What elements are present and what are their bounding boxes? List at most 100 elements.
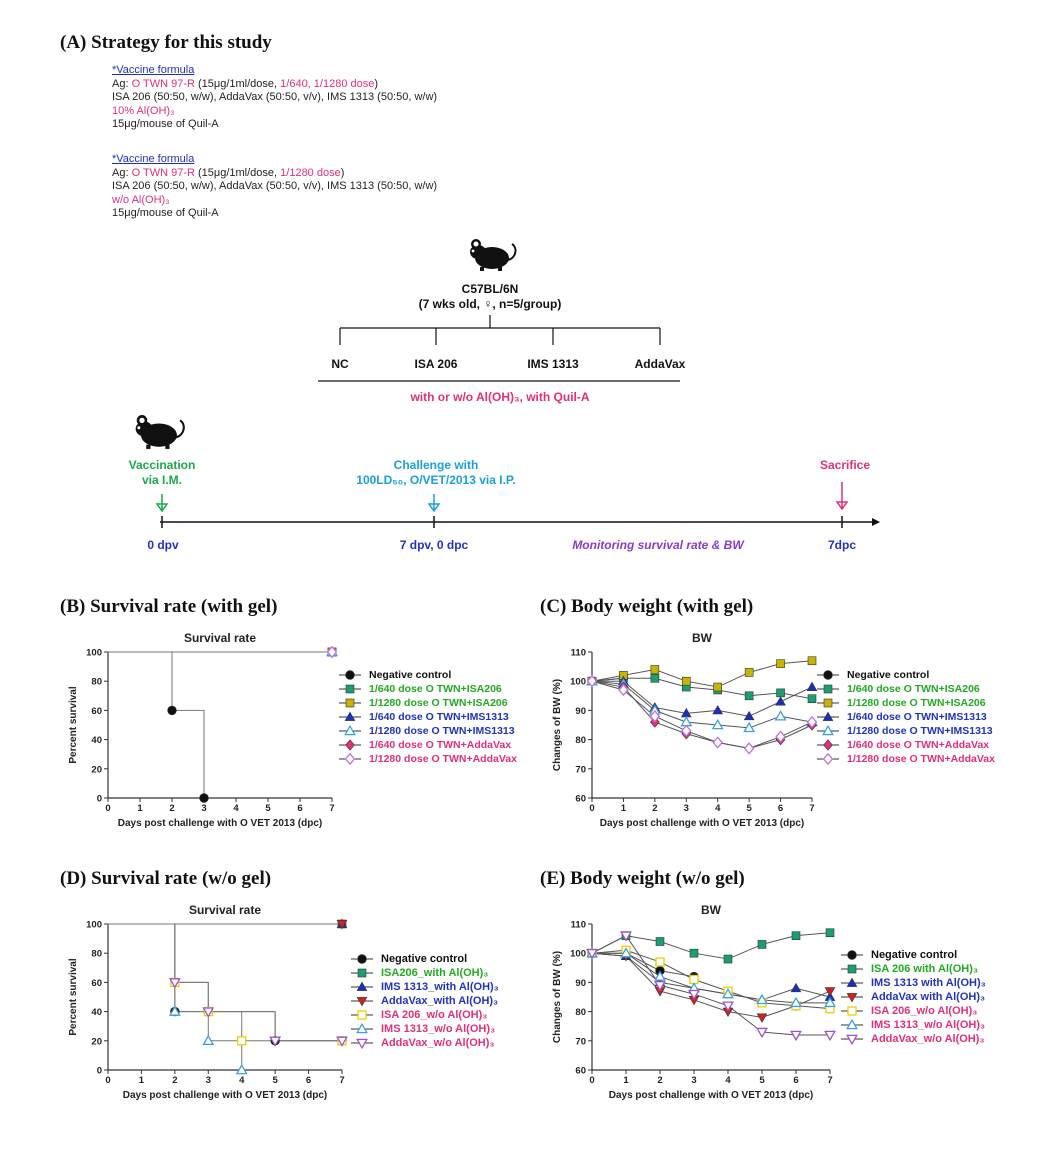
legend-marker-shape (822, 753, 834, 765)
data-point-6 (168, 978, 181, 989)
data-point-1 (757, 940, 767, 949)
legend-marker (817, 711, 839, 721)
x-tick-label: 5 (272, 1075, 278, 1086)
legend-marker-shape (345, 684, 355, 694)
legend-marker-shape (356, 981, 368, 991)
y-tick-label: 110 (571, 648, 586, 659)
legend-marker-shape (822, 725, 834, 736)
x-tick-label: 4 (715, 803, 721, 814)
x-tick-label: 3 (684, 803, 689, 814)
legend-marker (841, 964, 863, 974)
y-tick-label: 80 (575, 735, 586, 746)
chart-survival-with-gel: Survival rate 0 20 40 60 80 100 0 1 2 3 4 5 6 7 Days po… (68, 631, 338, 829)
legend-item: AddaVax_w/o Al(OH)₃ (350, 1036, 499, 1050)
timeline-7dpv: 7 dpv, 0 dpc (399, 538, 469, 552)
series-line-1 (591, 932, 831, 960)
x-tick-label: 4 (233, 803, 239, 814)
y-tick-label: 60 (91, 978, 102, 989)
mouse-icon-timeline (135, 415, 185, 449)
data-point-1 (655, 937, 665, 946)
data-point-5 (202, 1034, 215, 1046)
y-tick-label: 100 (86, 920, 102, 931)
legend-item: AddaVax_with Al(OH)₃ (350, 994, 499, 1008)
legend-marker (339, 698, 361, 708)
data-point-6 (688, 989, 700, 1001)
data-point-6 (620, 931, 632, 942)
legend-item: Negative control (816, 668, 995, 682)
legend-marker-shape (357, 1010, 367, 1020)
strain-name: C57BL/6N (461, 282, 519, 296)
data-point-4 (680, 715, 693, 727)
legend-survival-wo-gel: Negative control ISA206_with Al(OH)₃ IMS 1… (350, 952, 499, 1050)
legend-marker (339, 753, 361, 765)
data-point-3 (336, 920, 348, 930)
legend-item: Negative control (840, 948, 986, 962)
legend-marker (817, 684, 839, 694)
data-point-3 (806, 681, 818, 691)
x-tick-label: 6 (793, 1075, 798, 1086)
data-point-3 (824, 987, 836, 997)
x-tick-label: 3 (691, 1075, 696, 1086)
data-point-2 (681, 676, 691, 686)
x-axis-label: Days post challenge with O VET 2013 (dpc… (609, 1090, 814, 1101)
legend-label: 1/640 dose O TWN+ISA206 (847, 683, 980, 695)
legend-marker-shape (847, 964, 857, 974)
y-tick-label: 40 (91, 1007, 102, 1018)
strain-detail: (7 wks old, ♀, n=5/group) (418, 297, 562, 311)
x-tick-label: 6 (306, 1075, 311, 1086)
legend-marker-shape (344, 711, 356, 721)
data-point-4 (743, 721, 756, 733)
legend-marker (841, 993, 863, 1003)
group-tree (318, 315, 680, 382)
series-line-0 (108, 651, 205, 798)
data-point-5 (654, 970, 666, 981)
legend-marker-shape (344, 725, 356, 736)
x-tick-label: 7 (339, 1075, 344, 1086)
formula-1-adjuvants: ISA 206 (50:50, w/w), AddaVax (50:50, v/… (112, 91, 438, 103)
legend-label: AddaVax with Al(OH)₃ (871, 991, 986, 1003)
legend-item: 1/640 dose O TWN+IMS1313 (338, 710, 517, 724)
legend-item: 1/640 dose O TWN+ISA206 (816, 682, 995, 696)
y-tick-label: 0 (97, 1066, 102, 1077)
legend-item: IMS 1313 with Al(OH)₃ (840, 976, 986, 990)
series-line-4 (591, 949, 831, 1010)
data-point-2 (650, 665, 660, 674)
series-line-6 (591, 680, 813, 749)
data-point-5 (722, 987, 734, 999)
y-tick-label: 90 (575, 706, 586, 717)
legend-marker-shape (344, 753, 356, 765)
x-tick-label: 2 (169, 803, 174, 814)
legend-item: 1/1280 dose O TWN+ISA206 (816, 696, 995, 710)
vaccination-label: Vaccination via I.M. (128, 458, 196, 487)
x-tick-label: 6 (297, 803, 302, 814)
legend-marker (817, 698, 839, 708)
legend-marker-shape (823, 670, 833, 680)
group-nc: NC (331, 357, 349, 371)
legend-marker (817, 725, 839, 736)
vaccine-formula-1: *Vaccine formula Ag: O TWN 97-R (15μg/1m… (112, 64, 437, 132)
heading-c: (C) Body weight (with gel) (540, 596, 754, 617)
chart-survival-wo-gel: Survival rate 0 20 40 60 80 100 0 1 2 3 4 5 6 7 Days po… (68, 903, 348, 1101)
y-tick-label: 100 (86, 648, 102, 659)
legend-marker-shape (356, 1023, 368, 1034)
legend-label: IMS 1313 with Al(OH)₃ (871, 977, 986, 989)
legend-marker-shape (846, 1019, 858, 1030)
x-tick-label: 4 (725, 1075, 731, 1086)
y-tick-label: 60 (575, 794, 586, 805)
series-line-6 (591, 935, 830, 1036)
data-point-1 (825, 928, 835, 938)
data-point-6 (743, 742, 755, 755)
legend-bw-wo-gel: Negative control ISA 206 with Al(OH)₃ IMS … (840, 948, 986, 1046)
data-point-3 (756, 1013, 768, 1023)
x-tick-label: 7 (827, 1075, 832, 1086)
legend-marker (339, 739, 361, 751)
formula-1-title: *Vaccine formula (112, 64, 195, 76)
data-point-2 (713, 682, 723, 692)
x-tick-label: 2 (652, 803, 657, 814)
legend-item: AddaVax with Al(OH)₃ (840, 990, 986, 1004)
series-line-1 (591, 677, 813, 700)
y-tick-label: 80 (575, 1007, 586, 1018)
data-point-5 (790, 996, 802, 1008)
heading-a: (A) Strategy for this study (60, 32, 272, 53)
legend-item: 1/640 dose O TWN+IMS1313 (816, 710, 995, 724)
